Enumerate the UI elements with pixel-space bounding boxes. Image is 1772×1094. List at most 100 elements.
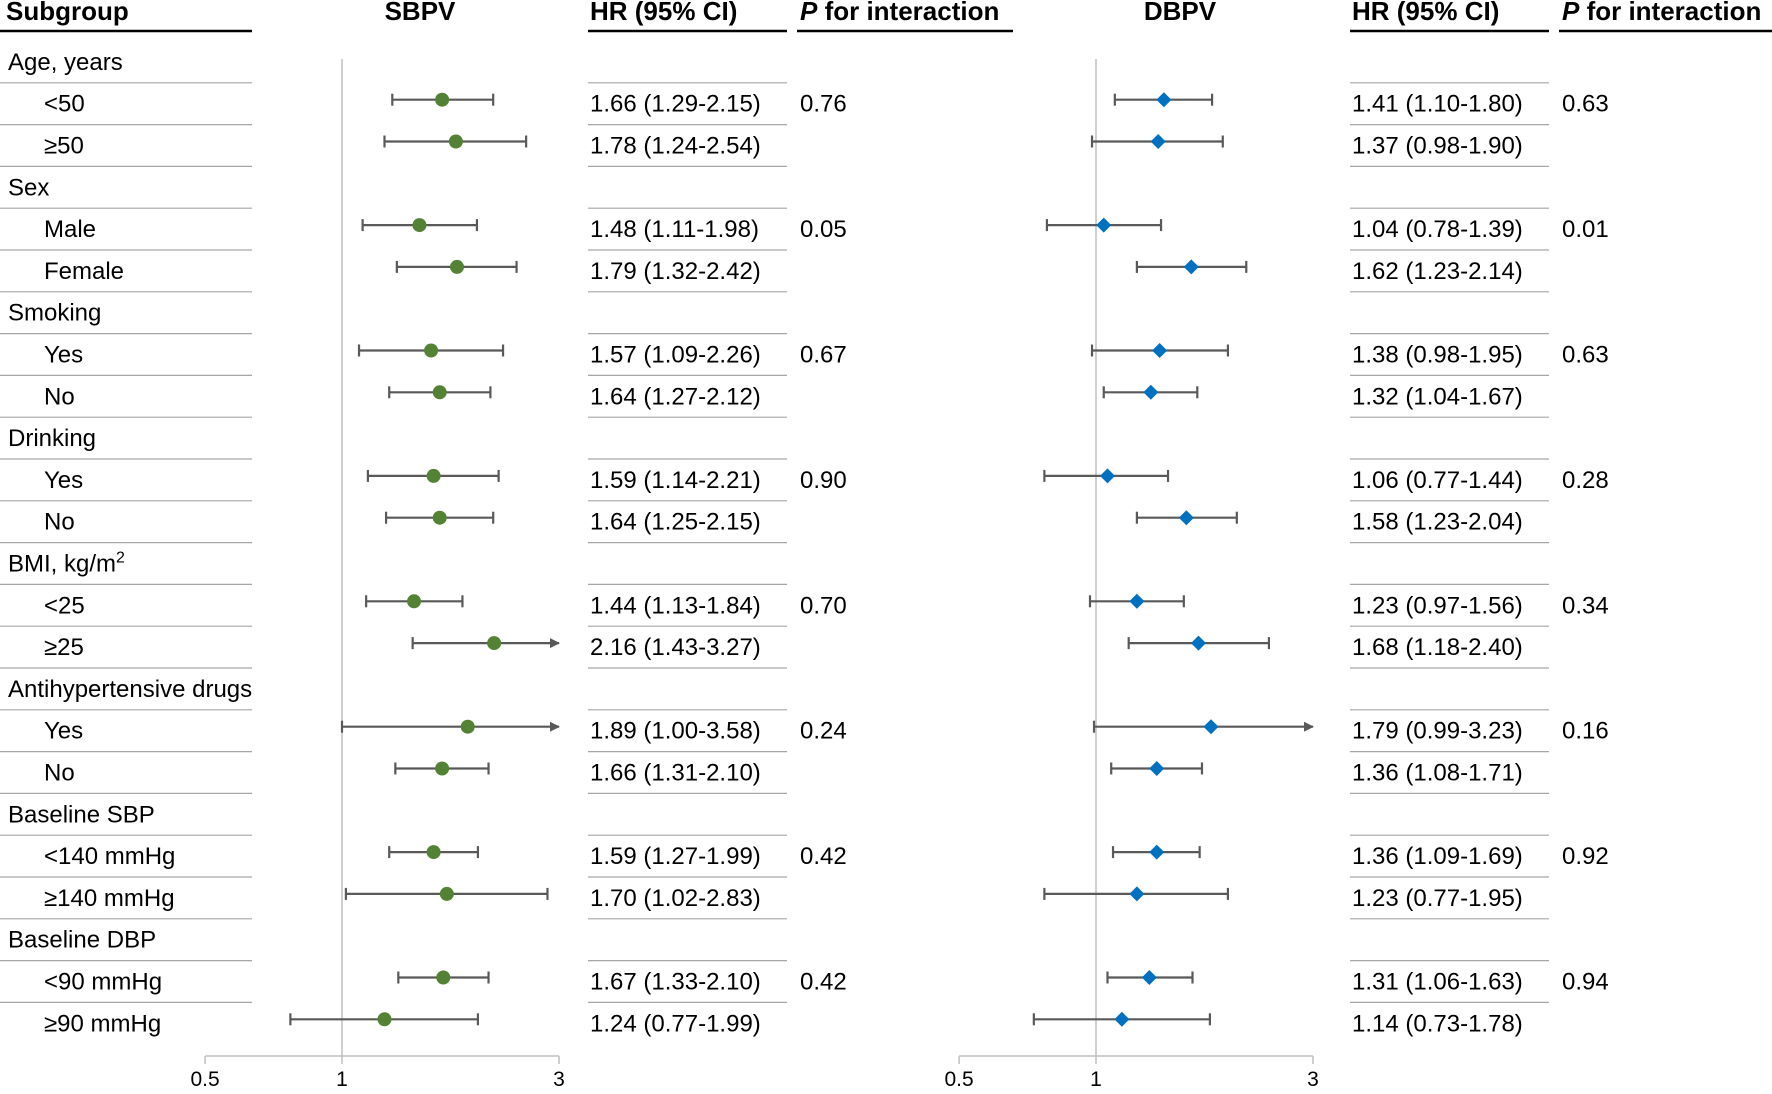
- p-interaction-value: 0.70: [800, 592, 847, 619]
- hr-point-marker: [377, 1012, 392, 1027]
- hr-ci-value: 1.89 (1.00-3.58): [590, 718, 761, 745]
- label-text: Antihypertensive drugs: [8, 676, 252, 703]
- subgroup-level-label: <50: [44, 91, 85, 118]
- label-text: Age, years: [8, 49, 123, 76]
- table-rows: Age, years <50 ≥50 Sex Male Female Smoking Yes N…: [0, 49, 252, 1037]
- p-interaction-value: 0.16: [1562, 718, 1609, 745]
- label-text: Yes: [44, 718, 83, 745]
- subgroup-category-label: Antihypertensive drugs: [8, 676, 252, 703]
- hr-ci-value: 1.44 (1.13-1.84): [590, 592, 761, 619]
- x-tick-label: 3: [553, 1068, 565, 1091]
- hr-ci-value: 1.32 (1.04-1.67): [1352, 383, 1523, 410]
- plot-panels: 0.5 1 3 1.66 (1.29-2.15) 0.76 1.78 (1.24-2.54…: [190, 59, 1609, 1091]
- p-italic: P: [800, 0, 818, 26]
- hr-ci-value: 1.59 (1.27-1.99): [590, 843, 761, 870]
- hr-ci-value: 1.64 (1.25-2.15): [590, 509, 761, 536]
- label-text: Drinking: [8, 425, 96, 452]
- label-text: Male: [44, 216, 96, 243]
- p-italic: P: [1562, 0, 1580, 26]
- subgroup-level-label: ≥90 mmHg: [44, 1010, 161, 1037]
- subgroup-level-label: Yes: [44, 718, 83, 745]
- label-text: BMI, kg/m: [8, 551, 116, 578]
- hr-point-marker: [1141, 970, 1157, 985]
- subgroup-category-label: Smoking: [8, 300, 101, 327]
- hr-ci-value: 1.36 (1.08-1.71): [1352, 760, 1523, 787]
- hr-point-marker: [1149, 844, 1165, 860]
- label-text: No: [44, 383, 75, 410]
- label-text: Yes: [44, 342, 83, 369]
- p-interaction-value: 0.92: [1562, 843, 1609, 870]
- x-tick-label: 1: [1090, 1068, 1102, 1091]
- label-text: <140 mmHg: [44, 843, 175, 870]
- hr-point-marker: [1150, 134, 1166, 149]
- p-interaction-value: 0.63: [1562, 342, 1609, 369]
- forest-panel-dbpv: 0.5 1 3 1.41 (1.10-1.80) 0.63 1.37 (0.98-1.90…: [944, 59, 1609, 1091]
- label-text: ≥140 mmHg: [44, 885, 175, 912]
- hr-point-marker: [1096, 217, 1112, 233]
- label-text: ≥50: [44, 133, 84, 160]
- subgroup-level-label: <140 mmHg: [44, 843, 175, 870]
- subgroup-category-label: Drinking: [8, 425, 96, 452]
- subgroup-level-label: Female: [44, 258, 124, 285]
- hr-point-marker: [436, 970, 451, 985]
- p-interaction-value: 0.34: [1562, 592, 1609, 619]
- p-interaction-value: 0.05: [800, 216, 847, 243]
- label-text: Smoking: [8, 300, 101, 327]
- dbpv-hr-header: HR (95% CI): [1352, 0, 1499, 26]
- hr-point-marker: [407, 594, 422, 609]
- hr-ci-value: 1.36 (1.09-1.69): [1352, 843, 1523, 870]
- p-interaction-value: 0.01: [1562, 216, 1609, 243]
- subgroup-level-label: Yes: [44, 342, 83, 369]
- hr-ci-value: 1.66 (1.31-2.10): [590, 760, 761, 787]
- label-text: Baseline DBP: [8, 927, 156, 954]
- x-tick-label: 1: [336, 1068, 348, 1091]
- label-text: Yes: [44, 467, 83, 494]
- hr-ci-value: 1.58 (1.23-2.04): [1352, 509, 1523, 536]
- label-superscript: 2: [116, 550, 125, 567]
- subgroup-category-label: Baseline DBP: [8, 927, 156, 954]
- p-interaction-value: 0.42: [800, 969, 847, 996]
- subgroup-level-label: No: [44, 509, 75, 536]
- label-text: ≥90 mmHg: [44, 1010, 161, 1037]
- subgroup-category-label: Baseline SBP: [8, 801, 155, 828]
- hr-point-marker: [1129, 593, 1145, 609]
- dbpv-p-header: P for interaction: [1562, 0, 1761, 26]
- subgroup-level-label: <90 mmHg: [44, 969, 162, 996]
- hr-ci-value: 1.62 (1.23-2.14): [1352, 258, 1523, 285]
- hr-ci-value: 1.57 (1.09-2.26): [590, 342, 761, 369]
- hr-ci-value: 1.14 (0.73-1.78): [1352, 1010, 1523, 1037]
- hr-ci-value: 1.67 (1.33-2.10): [590, 969, 761, 996]
- hr-ci-value: 1.79 (1.32-2.42): [590, 258, 761, 285]
- hr-point-marker: [1183, 259, 1199, 275]
- hr-point-marker: [1156, 92, 1172, 108]
- hr-point-marker: [424, 343, 439, 358]
- hr-point-marker: [1143, 384, 1159, 400]
- hr-point-marker: [1190, 635, 1206, 651]
- subgroup-category-label: Sex: [8, 174, 49, 201]
- p-interaction-value: 0.63: [1562, 91, 1609, 118]
- hr-ci-value: 1.06 (0.77-1.44): [1352, 467, 1523, 494]
- hr-ci-value: 1.31 (1.06-1.63): [1352, 969, 1523, 996]
- subgroup-level-label: Yes: [44, 467, 83, 494]
- label-text: Baseline SBP: [8, 801, 155, 828]
- hr-point-marker: [487, 636, 502, 651]
- hr-point-marker: [435, 761, 450, 776]
- hr-ci-value: 1.41 (1.10-1.80): [1352, 91, 1523, 118]
- hr-ci-value: 1.68 (1.18-2.40): [1352, 634, 1523, 661]
- subgroup-level-label: ≥25: [44, 634, 84, 661]
- hr-point-marker: [426, 468, 441, 483]
- hr-ci-value: 1.79 (0.99-3.23): [1352, 718, 1523, 745]
- hr-point-marker: [1178, 510, 1194, 526]
- hr-point-marker: [432, 385, 447, 400]
- label-text: No: [44, 760, 75, 787]
- hr-point-marker: [412, 218, 427, 233]
- hr-ci-value: 2.16 (1.43-3.27): [590, 634, 761, 661]
- label-text: <25: [44, 592, 85, 619]
- hr-ci-value: 1.37 (0.98-1.90): [1352, 133, 1523, 160]
- hr-point-marker: [460, 719, 475, 734]
- hr-point-marker: [1149, 761, 1165, 776]
- subgroup-header: Subgroup: [6, 0, 129, 26]
- hr-point-marker: [432, 510, 447, 525]
- p-interaction-value: 0.76: [800, 91, 847, 118]
